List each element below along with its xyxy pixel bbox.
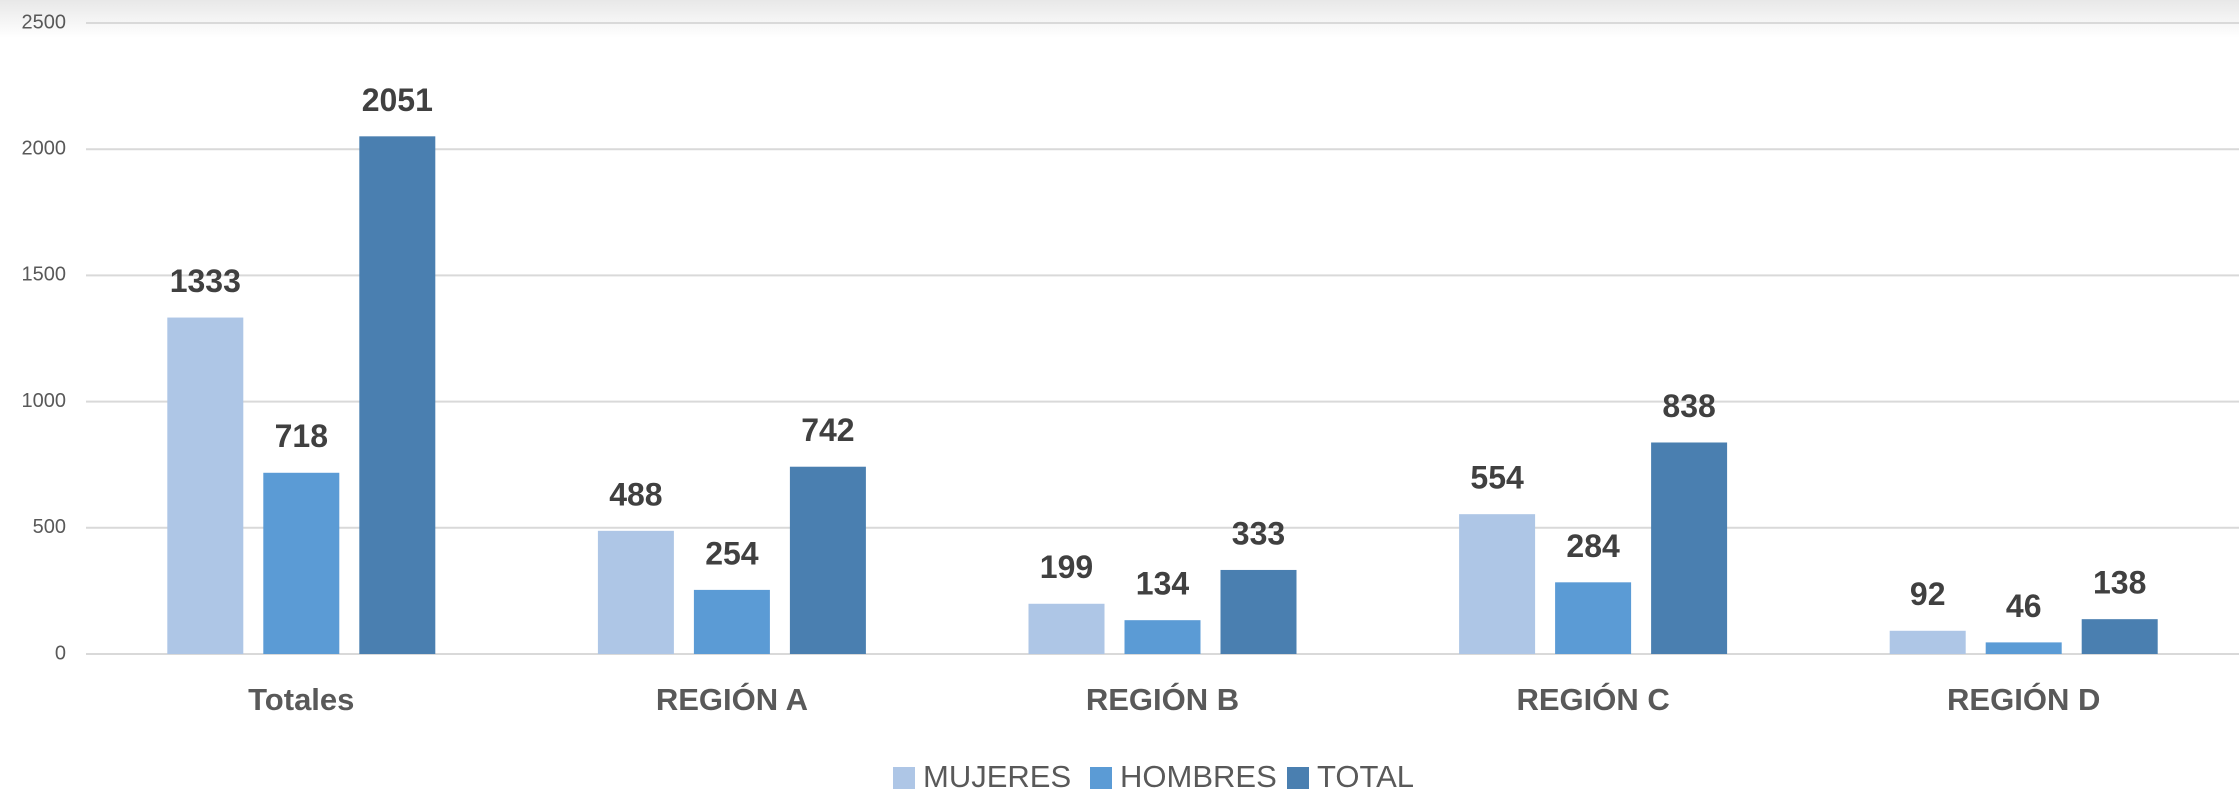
data-label: 333 [1232,515,1285,551]
bar [263,472,340,654]
bar [693,589,770,654]
bar [1985,642,2062,654]
bar [597,530,674,654]
legend-label: HOMBRES [1120,759,1277,791]
legend-swatch [893,767,915,789]
data-label: 1333 [170,263,241,299]
x-tick-label: REGIÓN B [1086,681,1239,717]
data-label: 134 [1136,566,1190,602]
bar [359,136,436,654]
y-tick-label: 0 [55,642,66,664]
data-label: 138 [2093,565,2146,601]
x-tick-label: Totales [248,682,354,717]
data-label: 254 [705,535,759,571]
y-tick-label: 1500 [22,264,67,286]
y-tick-label: 2500 [22,11,67,33]
bar [1651,442,1728,654]
bar [1555,582,1632,654]
legend-swatch [1090,767,1112,789]
x-tick-label: REGIÓN A [656,681,808,717]
x-tick-label: REGIÓN C [1516,681,1669,717]
data-label: 742 [801,412,854,448]
legend-swatch [1287,767,1309,789]
data-label: 46 [2006,588,2042,624]
bar [1028,603,1105,654]
bar [167,317,244,654]
bar [1124,620,1201,654]
bar [1459,514,1536,654]
data-label: 284 [1566,528,1620,564]
bar [789,466,866,654]
data-label: 199 [1040,549,1093,585]
data-label: 92 [1910,576,1946,612]
data-label: 718 [275,418,328,454]
data-label: 488 [609,476,662,512]
bar [1220,569,1297,654]
y-tick-label: 1000 [22,390,67,412]
bar [2081,619,2158,654]
top-shade [0,0,2239,38]
y-tick-label: 2000 [22,137,67,159]
x-tick-label: REGIÓN D [1947,681,2100,717]
data-label: 554 [1470,460,1524,496]
legend-label: MUJERES [923,759,1071,791]
legend-label: TOTAL [1317,759,1414,791]
bar [1889,630,1966,654]
data-label: 2051 [362,82,433,118]
data-label: 838 [1662,388,1715,424]
y-tick-label: 500 [33,516,66,538]
